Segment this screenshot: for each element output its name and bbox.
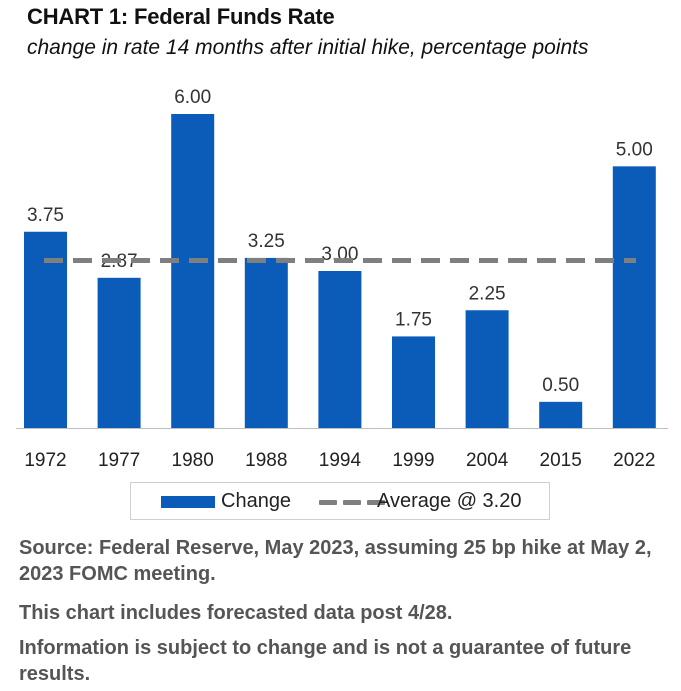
bar-2004 bbox=[465, 310, 509, 428]
x-tick-label-2004: 2004 bbox=[466, 450, 509, 471]
disclaimer-note: Information is subject to change and is … bbox=[19, 637, 632, 685]
x-tick-label-1994: 1994 bbox=[319, 450, 362, 471]
value-label-1972: 3.75 bbox=[27, 205, 64, 226]
bar-1972 bbox=[24, 231, 67, 428]
bar-2022 bbox=[612, 166, 656, 429]
value-label-1980: 6.00 bbox=[174, 87, 211, 108]
x-tick-label-2015: 2015 bbox=[540, 450, 582, 471]
legend-swatch-average bbox=[319, 500, 385, 505]
x-tick-label-1988: 1988 bbox=[245, 450, 287, 471]
chart-title: CHART 1: Federal Funds Rate bbox=[27, 4, 335, 29]
x-tick-label-1999: 1999 bbox=[392, 450, 434, 471]
legend-label-change: Change bbox=[221, 490, 292, 512]
legend-label-average: Average @ 3.20 bbox=[377, 490, 522, 512]
source-note: Source: Federal Reserve, May 2023, assum… bbox=[19, 537, 652, 585]
value-label-1988: 3.25 bbox=[248, 231, 285, 252]
value-label-2022: 5.00 bbox=[616, 139, 653, 160]
x-tick-label-2022: 2022 bbox=[613, 450, 655, 471]
value-label-2015: 0.50 bbox=[542, 375, 579, 396]
x-tick-label-1972: 1972 bbox=[24, 450, 66, 471]
bar-1988 bbox=[244, 257, 288, 428]
bar-1999 bbox=[392, 336, 435, 428]
legend-swatch-change bbox=[161, 496, 215, 508]
bar-1994 bbox=[318, 271, 362, 428]
x-tick-label-1977: 1977 bbox=[98, 450, 140, 471]
bar-2015 bbox=[539, 401, 583, 428]
chart-subtitle: change in rate 14 months after initial h… bbox=[27, 36, 589, 59]
bar-chart: 3.7519722.8719776.0019803.2519883.001994… bbox=[16, 87, 668, 471]
x-tick-label-1980: 1980 bbox=[172, 450, 214, 471]
value-label-1999: 1.75 bbox=[395, 309, 432, 330]
chart-legend: Change Average @ 3.20 bbox=[130, 482, 550, 520]
bar-1977 bbox=[97, 277, 141, 428]
value-label-2004: 2.25 bbox=[469, 283, 506, 304]
bar-1980 bbox=[171, 114, 215, 428]
forecast-note: This chart includes forecasted data post… bbox=[19, 602, 453, 624]
